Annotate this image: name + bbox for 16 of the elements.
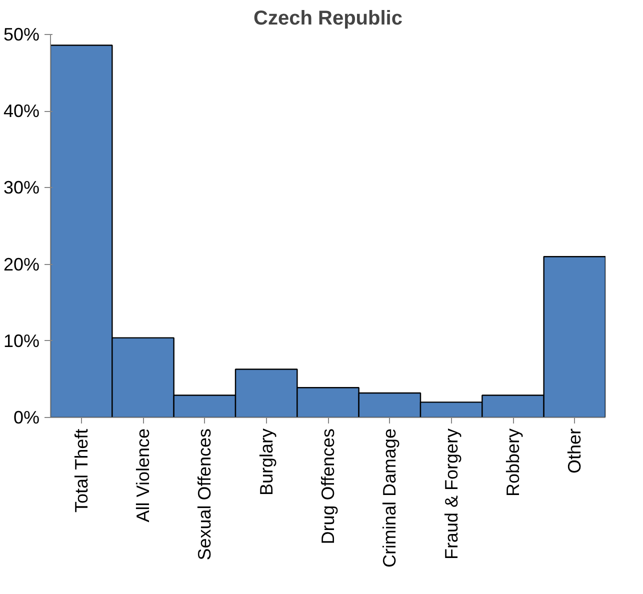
- x-tick-label: Criminal Damage: [380, 428, 400, 568]
- y-tick-label: 30%: [3, 178, 40, 198]
- y-tick-label: 10%: [3, 330, 40, 351]
- x-tick-label: Other: [564, 428, 585, 474]
- y-tick-label: 20%: [3, 254, 40, 274]
- y-tick-label: 50%: [3, 24, 40, 44]
- x-tick-label: Total Theft: [71, 428, 92, 513]
- x-tick-label: Fraud & Forgery: [441, 428, 462, 560]
- y-tick-label: 0%: [13, 408, 40, 428]
- x-tick-label: Sexual Offences: [194, 428, 215, 560]
- chart-title: Czech Republic: [254, 8, 402, 30]
- x-tick-label: Burglary: [256, 428, 276, 496]
- x-tick-label: All Violence: [133, 428, 153, 522]
- x-tick-label: Drug Offences: [318, 428, 338, 544]
- y-tick-label: 40%: [3, 101, 40, 122]
- x-tick-label: Robbery: [503, 428, 523, 497]
